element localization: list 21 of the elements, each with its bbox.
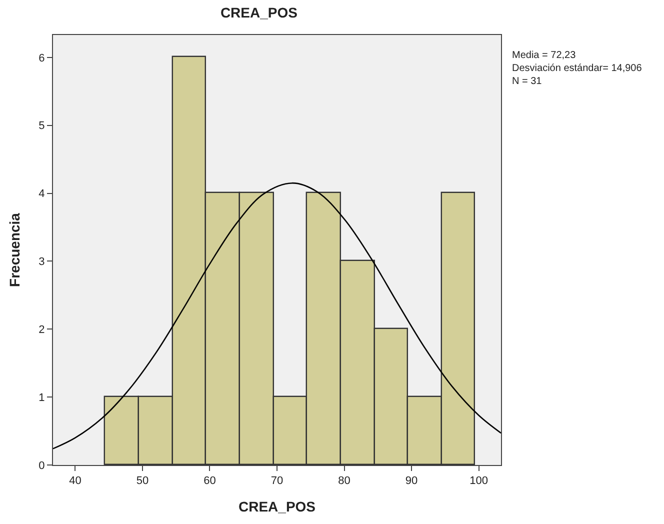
y-tick-label: 3 <box>38 256 45 268</box>
x-tick-label: 50 <box>136 475 149 488</box>
x-tick-label: 90 <box>405 475 418 488</box>
text: N = 31 <box>512 76 542 87</box>
x-tick-label: 40 <box>69 475 82 488</box>
text: Desviación estándar= 14,906 <box>512 63 642 74</box>
y-tick-label: 0 <box>38 460 45 472</box>
x-tick-label: 70 <box>270 475 284 488</box>
y-tick-label: 2 <box>38 324 45 336</box>
y-tick-label: 5 <box>38 120 45 132</box>
text: Media = 72,23 <box>512 50 576 61</box>
chart-title: CREA_POS <box>220 4 298 21</box>
y-tick-label: 1 <box>38 392 45 404</box>
y-tick-label: 4 <box>38 188 45 200</box>
x-tick-label: 100 <box>470 475 488 488</box>
line-series <box>53 182 501 450</box>
y-axis-title: Frecuencia <box>6 212 22 287</box>
y-tick-label: 6 <box>38 52 45 64</box>
x-tick-label: 80 <box>338 475 350 488</box>
x-axis-title: CREA_POS <box>238 498 316 514</box>
x-tick-label: 60 <box>204 475 216 488</box>
